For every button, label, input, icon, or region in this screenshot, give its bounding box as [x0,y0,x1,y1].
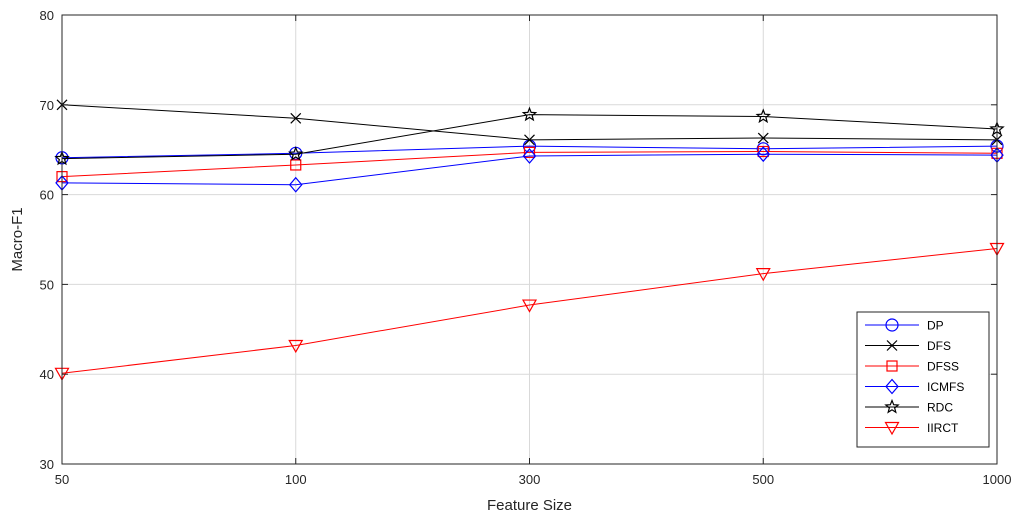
data-point-iirct [755,268,771,282]
series-rdc [54,106,1005,166]
x-tick-label: 300 [519,472,541,487]
legend-item-dp: DP [865,318,944,333]
legend-item-rdc: RDC [865,398,953,415]
y-tick-label: 40 [40,367,54,382]
data-point-dp [756,142,770,156]
series-line-icmfs [61,153,998,186]
data-point-dfss [290,159,302,171]
x-tick-label: 50 [55,472,69,487]
legend-marker-iirct [884,421,900,436]
y-tick-label: 80 [40,8,54,23]
data-point-dfs [290,112,302,124]
x-axis-title: Feature Size [487,497,572,514]
legend-marker-dfs [886,340,898,351]
legend-item-iirct: IIRCT [865,421,959,436]
series-line-dp [61,145,998,159]
data-point-rdc [755,108,772,124]
legend-label-dfs: DFS [927,339,951,353]
data-point-rdc [287,146,304,161]
legend-marker-dp [885,318,899,332]
data-point-dfs [757,132,769,144]
legend-item-icmfs: ICMFS [865,378,964,395]
legend: DP DFS DFSS ICMFS RDC IIRCT [856,311,990,448]
data-point-iirct [288,339,304,354]
data-point-icmfs [288,176,303,193]
data-point-dfs [524,134,535,146]
y-tick-label: 70 [40,98,54,113]
y-axis-title: Macro-F1 [9,207,26,271]
y-tick-label: 60 [40,188,54,203]
legend-label-icmfs: ICMFS [927,380,964,394]
legend-marker-dfss [886,360,898,372]
series-line-rdc [61,114,998,160]
data-point-rdc [521,106,538,122]
legend-label-dfss: DFSS [927,360,959,374]
legend-box [856,311,990,448]
axis-ticks: 50 100 300 500 1000 30 40 50 60 70 80 [40,8,1012,487]
series-line-iirct [61,247,998,374]
legend-item-dfs: DFS [865,339,951,353]
y-tick-label: 50 [40,277,54,292]
data-point-icmfs [522,148,537,164]
legend-label-iirct: IIRCT [927,421,959,435]
x-tick-label: 1000 [983,472,1012,487]
y-tick-label: 30 [40,457,54,472]
data-point-dfss [523,146,536,158]
legend-item-dfss: DFSS [865,360,959,374]
data-point-iirct [521,299,538,313]
legend-label-rdc: RDC [927,401,953,415]
legend-marker-rdc [884,398,900,414]
x-tick-label: 100 [285,472,307,487]
legend-label-dp: DP [927,319,944,333]
legend-marker-icmfs [885,378,899,395]
gridlines [62,15,997,464]
series-line-dfss [61,150,998,178]
data-point-icmfs [756,146,771,163]
x-tick-label: 500 [752,472,774,487]
